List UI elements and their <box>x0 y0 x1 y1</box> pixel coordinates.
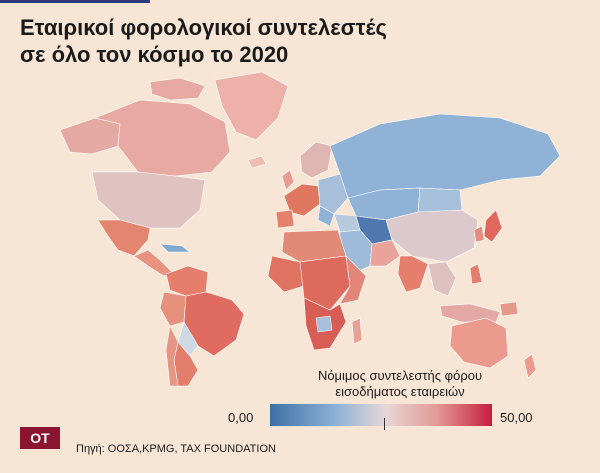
region-canada <box>94 99 231 177</box>
region-madagascar <box>351 317 363 345</box>
title-line-1: Εταιρικοί φορολογικοί συντελεστές <box>20 15 387 40</box>
region-papua <box>499 301 519 317</box>
region-colombia-venezuela <box>165 265 209 297</box>
title-line-2: σε όλο τον κόσμο το 2020 <box>20 42 289 67</box>
region-usa <box>91 171 206 229</box>
legend-title-line-1: Νόμιμος συντελεστής φόρου <box>317 368 483 383</box>
region-uk <box>281 169 295 191</box>
top-accent-line <box>0 0 150 3</box>
region-chile <box>165 325 179 387</box>
region-canada-arctic <box>149 77 206 101</box>
region-west-africa <box>267 255 305 293</box>
source-note: Πηγή: ΟΟΣΑ,KPMG, TAX FOUNDATION <box>76 443 276 455</box>
region-korea <box>473 225 485 243</box>
region-japan <box>483 209 503 243</box>
region-india <box>397 255 429 293</box>
region-australia <box>449 317 509 369</box>
region-botswana <box>315 315 333 333</box>
region-iceland <box>247 155 267 169</box>
region-central-america <box>133 249 173 277</box>
region-caribbean <box>159 243 191 253</box>
region-philippines <box>469 263 483 285</box>
region-iran-pakistan <box>369 239 401 267</box>
region-mexico <box>97 219 151 257</box>
legend-max-label: 50,00 <box>500 410 533 425</box>
page-title: Εταιρικοί φορολογικοί συντελεστές σε όλο… <box>20 14 490 68</box>
legend-title-line-2: εισοδήματος εταιρειών <box>335 384 465 399</box>
legend-title: Νόμιμος συντελεστής φόρου εισοδήματος ετ… <box>280 368 520 400</box>
region-central-africa <box>299 255 351 311</box>
region-southeast-asia <box>427 261 457 297</box>
region-china <box>385 209 479 263</box>
region-mongolia <box>417 187 463 213</box>
region-scandinavia <box>299 141 333 179</box>
legend-min-label: 0,00 <box>228 410 254 425</box>
region-greenland <box>214 71 289 141</box>
world-choropleth-map <box>59 71 561 387</box>
region-indonesia <box>439 303 501 323</box>
publisher-logo: OT <box>20 427 60 449</box>
region-eastern-europe <box>317 173 349 215</box>
region-east-africa <box>339 255 367 305</box>
legend-marker-tick <box>384 418 385 430</box>
region-iberia <box>275 209 295 229</box>
region-peru <box>159 291 187 327</box>
region-balkans <box>317 205 335 227</box>
region-russia <box>329 113 561 199</box>
legend-color-scale <box>270 404 492 426</box>
region-new-zealand <box>523 353 537 379</box>
region-alaska <box>59 117 121 155</box>
